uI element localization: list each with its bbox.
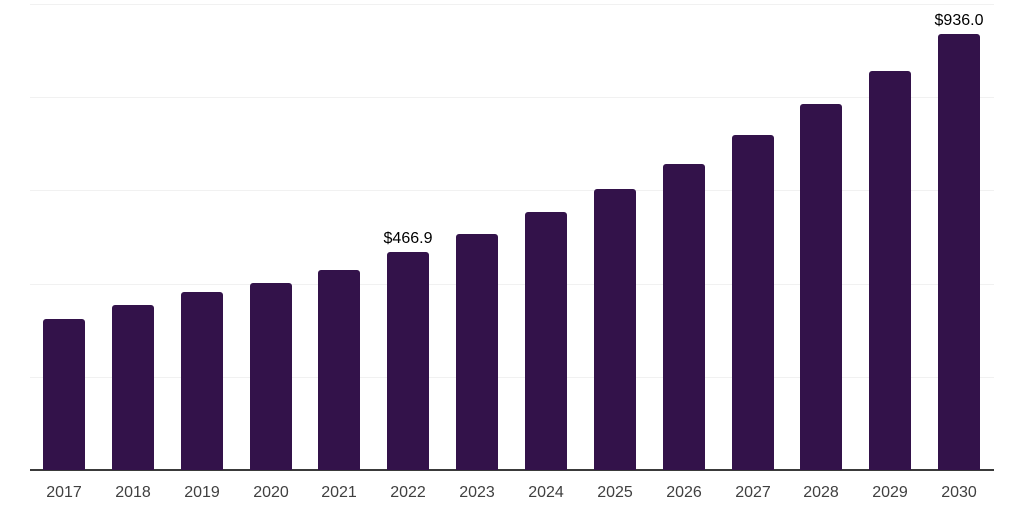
gridline bbox=[30, 377, 994, 378]
x-tick-label-2021: 2021 bbox=[321, 484, 357, 501]
x-tick-label-2022: 2022 bbox=[390, 484, 426, 501]
x-tick-label-2027: 2027 bbox=[735, 484, 771, 501]
bar-2021 bbox=[318, 270, 360, 470]
bar-2029 bbox=[869, 71, 911, 470]
x-tick-label-2025: 2025 bbox=[597, 484, 633, 501]
bar-2019 bbox=[181, 292, 223, 470]
bar-2020 bbox=[250, 283, 292, 470]
bar-2022 bbox=[387, 252, 429, 470]
gridline bbox=[30, 284, 994, 285]
gridline bbox=[30, 97, 994, 98]
bar-2025 bbox=[594, 189, 636, 470]
bar-2027 bbox=[732, 135, 774, 470]
x-tick-label-2017: 2017 bbox=[46, 484, 82, 501]
gridline bbox=[30, 4, 994, 5]
x-tick-label-2020: 2020 bbox=[253, 484, 289, 501]
x-tick-label-2019: 2019 bbox=[184, 484, 220, 501]
bar-2018 bbox=[112, 305, 154, 470]
x-tick-label-2028: 2028 bbox=[803, 484, 839, 501]
x-tick-label-2029: 2029 bbox=[872, 484, 908, 501]
x-tick-label-2018: 2018 bbox=[115, 484, 151, 501]
bar-2024 bbox=[525, 212, 567, 470]
bar-2030 bbox=[938, 34, 980, 470]
x-tick-label-2024: 2024 bbox=[528, 484, 564, 501]
bar-value-label-2030: $936.0 bbox=[934, 12, 984, 29]
x-axis-line bbox=[30, 469, 994, 471]
x-tick-label-2030: 2030 bbox=[941, 484, 977, 501]
bar-2017 bbox=[43, 319, 85, 470]
x-tick-label-2023: 2023 bbox=[459, 484, 495, 501]
gridline bbox=[30, 190, 994, 191]
bar-2026 bbox=[663, 164, 705, 470]
bar-value-label-2022: $466.9 bbox=[383, 230, 433, 247]
bar-2023 bbox=[456, 234, 498, 470]
x-tick-label-2026: 2026 bbox=[666, 484, 702, 501]
bar-2028 bbox=[800, 104, 842, 470]
